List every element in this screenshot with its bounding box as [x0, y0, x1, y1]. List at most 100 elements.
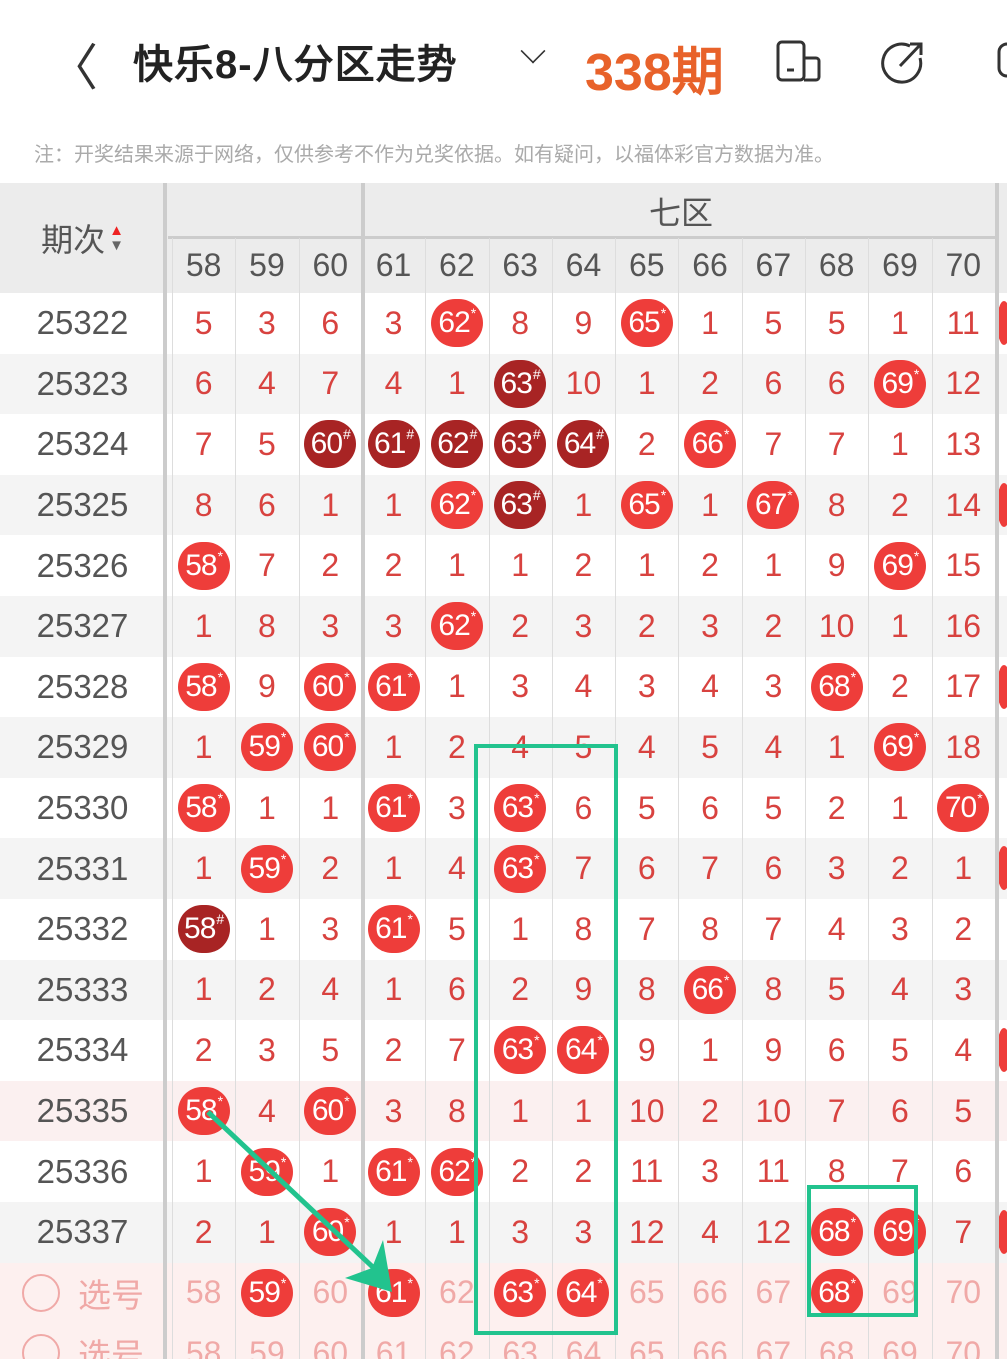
number-cell[interactable]: 58: [172, 1323, 235, 1359]
number-cell[interactable]: 63: [489, 1323, 552, 1359]
miss-count: 65: [628, 1334, 665, 1359]
miss-count: 1: [384, 850, 403, 887]
number-cell[interactable]: 62: [425, 1263, 488, 1324]
pick-text: 选号: [78, 1276, 144, 1314]
number-cell[interactable]: 61 *: [362, 1263, 425, 1324]
number-cell[interactable]: 61: [362, 1323, 425, 1359]
number-cell[interactable]: 68 *: [805, 1263, 868, 1324]
miss-count: 3: [574, 1213, 593, 1250]
number-cell[interactable]: 69: [868, 1263, 931, 1324]
column-divider: [235, 238, 237, 1359]
column-header-65: 65: [628, 247, 665, 283]
hit-ball: 62 *: [430, 602, 483, 651]
period-header[interactable]: 期次 ▲ ▼: [0, 183, 165, 293]
number-cell[interactable]: 66: [678, 1323, 741, 1359]
pick-radio[interactable]: [22, 1334, 60, 1359]
table-row: [0, 959, 1007, 1021]
number-cell[interactable]: 65: [615, 1323, 678, 1359]
table-row: [0, 596, 1007, 657]
column-header-68: 68: [818, 247, 855, 283]
miss-count: 1: [447, 1213, 466, 1250]
zone-label: 七区: [648, 194, 713, 231]
number-cell[interactable]: 60: [299, 1263, 362, 1324]
miss-count: 1: [321, 789, 340, 826]
number-cell: 7: [678, 838, 741, 899]
phone-layout-icon[interactable]: [776, 40, 822, 82]
number-cell[interactable]: 66: [678, 1263, 741, 1324]
number-cell: 69 *: [868, 717, 931, 778]
partial-ball: [997, 1210, 1007, 1254]
number-cell: 4: [299, 960, 362, 1021]
column-divider: [741, 238, 743, 1359]
miss-count: 6: [827, 365, 846, 402]
miss-count: 3: [511, 668, 530, 705]
column-header-58: 58: [185, 247, 222, 283]
number-cell: 1: [425, 1202, 488, 1263]
number-cell: 3: [489, 657, 552, 718]
number-cell: 2: [489, 596, 552, 657]
page-title[interactable]: 快乐8-八分区走势: [133, 43, 458, 87]
share-icon[interactable]: [880, 40, 926, 84]
hit-ball: 58 *: [177, 662, 230, 711]
miss-count: 4: [891, 971, 909, 1008]
number-cell: 3: [235, 293, 298, 354]
number-cell[interactable]: 68: [805, 1323, 868, 1359]
number-cell[interactable]: 65: [615, 1263, 678, 1324]
sort-icon[interactable]: ▲ ▼: [109, 222, 124, 254]
number-cell: 16: [932, 596, 995, 657]
miss-count: 1: [194, 971, 213, 1008]
miss-count: 64: [565, 1334, 602, 1359]
pick-radio[interactable]: [22, 1273, 60, 1312]
number-cell: 1: [552, 1081, 615, 1142]
number-cell: 2: [615, 596, 678, 657]
miss-count: 6: [954, 1153, 973, 1190]
number-cell[interactable]: 69: [868, 1323, 931, 1359]
number-cell[interactable]: 62: [425, 1323, 488, 1359]
number-cell[interactable]: 59: [235, 1323, 298, 1359]
number-cell[interactable]: 70: [932, 1263, 995, 1324]
number-cell[interactable]: 58: [172, 1263, 235, 1324]
number-cell[interactable]: 70: [932, 1323, 995, 1359]
number-cell: 1: [299, 1141, 362, 1202]
number-cell[interactable]: 64 *: [552, 1263, 615, 1324]
partial-ball: [997, 301, 1007, 345]
period-cell: 25337: [36, 1213, 129, 1251]
number-cell: 7: [742, 414, 805, 475]
number-cell[interactable]: 67: [742, 1263, 805, 1324]
miss-count: 9: [574, 971, 593, 1008]
miss-count: 2: [891, 668, 909, 705]
number-cell: 1: [489, 535, 552, 596]
miss-count: 2: [701, 1092, 719, 1129]
hit-ball: 68 *: [810, 1208, 863, 1257]
number-cell: 1: [868, 414, 931, 475]
miss-count: 5: [891, 1031, 909, 1068]
miss-count: 1: [447, 547, 466, 584]
hit-ball: 58 #: [177, 905, 230, 954]
number-cell: 5: [615, 778, 678, 839]
more-icon[interactable]: [995, 40, 1007, 80]
period-cell: 25326: [36, 546, 129, 584]
miss-count: 1: [891, 789, 909, 826]
number-cell[interactable]: 59 *: [235, 1263, 298, 1324]
miss-count: 2: [511, 971, 530, 1008]
miss-count: 2: [258, 971, 276, 1008]
miss-count: 1: [827, 728, 846, 765]
number-cell: 58 #: [172, 899, 235, 960]
pick-label[interactable]: 选号: [0, 1263, 165, 1324]
number-cell[interactable]: 60: [299, 1323, 362, 1359]
number-cell[interactable]: 64: [552, 1323, 615, 1359]
miss-count: 9: [637, 1031, 656, 1068]
number-cell[interactable]: 67: [742, 1323, 805, 1359]
back-button[interactable]: 〈: [48, 40, 98, 96]
miss-count: 7: [321, 365, 340, 402]
number-cell: 62 #: [425, 414, 488, 475]
hit-ball: 63 #: [494, 359, 547, 408]
number-cell: 63 #: [489, 414, 552, 475]
partial-ball: [997, 1028, 1007, 1073]
hit-ball: 63 #: [494, 481, 547, 530]
pick-label[interactable]: 选号: [0, 1323, 165, 1359]
number-cell: 59 *: [235, 717, 298, 778]
number-cell: 4: [678, 657, 741, 718]
number-cell[interactable]: 63 *: [489, 1263, 552, 1324]
number-cell: 63 *: [489, 1020, 552, 1081]
